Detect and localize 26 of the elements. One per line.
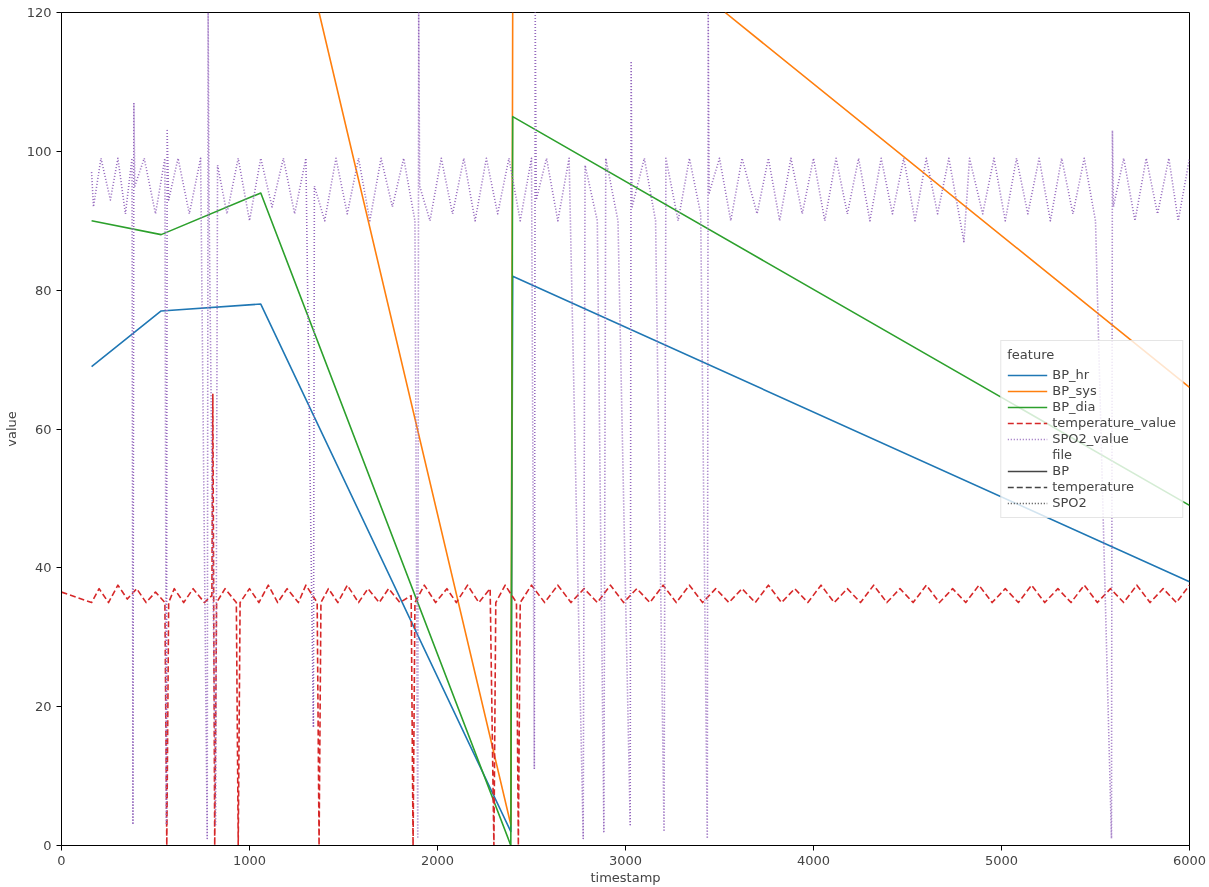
- legend-label: temperature: [1052, 478, 1134, 495]
- x-tick-label: 2000: [420, 852, 455, 868]
- y-tick-label: 80: [34, 282, 52, 298]
- legend-label: BP: [1052, 462, 1071, 479]
- legend-label: BP_hr: [1052, 366, 1090, 383]
- y-tick-label: 20: [34, 699, 52, 715]
- legend-label: SPO2_value: [1052, 430, 1129, 447]
- y-tick-label: 0: [43, 838, 52, 853]
- legend-label: BP_dia: [1052, 398, 1096, 415]
- x-tick-label: 4000: [796, 852, 831, 868]
- y-axis-title: value: [3, 411, 19, 447]
- x-tick-label: 3000: [608, 852, 643, 868]
- y-tick-label: 100: [26, 143, 52, 159]
- y-tick-label: 120: [26, 5, 52, 20]
- legend-label: temperature_value: [1052, 414, 1176, 431]
- x-axis-title: timestamp: [590, 869, 661, 885]
- y-tick-label: 40: [34, 560, 52, 576]
- legend-title: feature: [1007, 346, 1056, 362]
- x-tick-label: 5000: [984, 852, 1019, 868]
- x-tick-label: 0: [57, 852, 66, 868]
- x-tick-label: 1000: [232, 852, 267, 868]
- legend-label: SPO2: [1052, 494, 1087, 511]
- legend-label: BP_sys: [1052, 382, 1097, 399]
- x-tick-label: 6000: [1172, 852, 1207, 868]
- annotation: file: [1052, 446, 1073, 463]
- y-tick-label: 60: [34, 421, 52, 437]
